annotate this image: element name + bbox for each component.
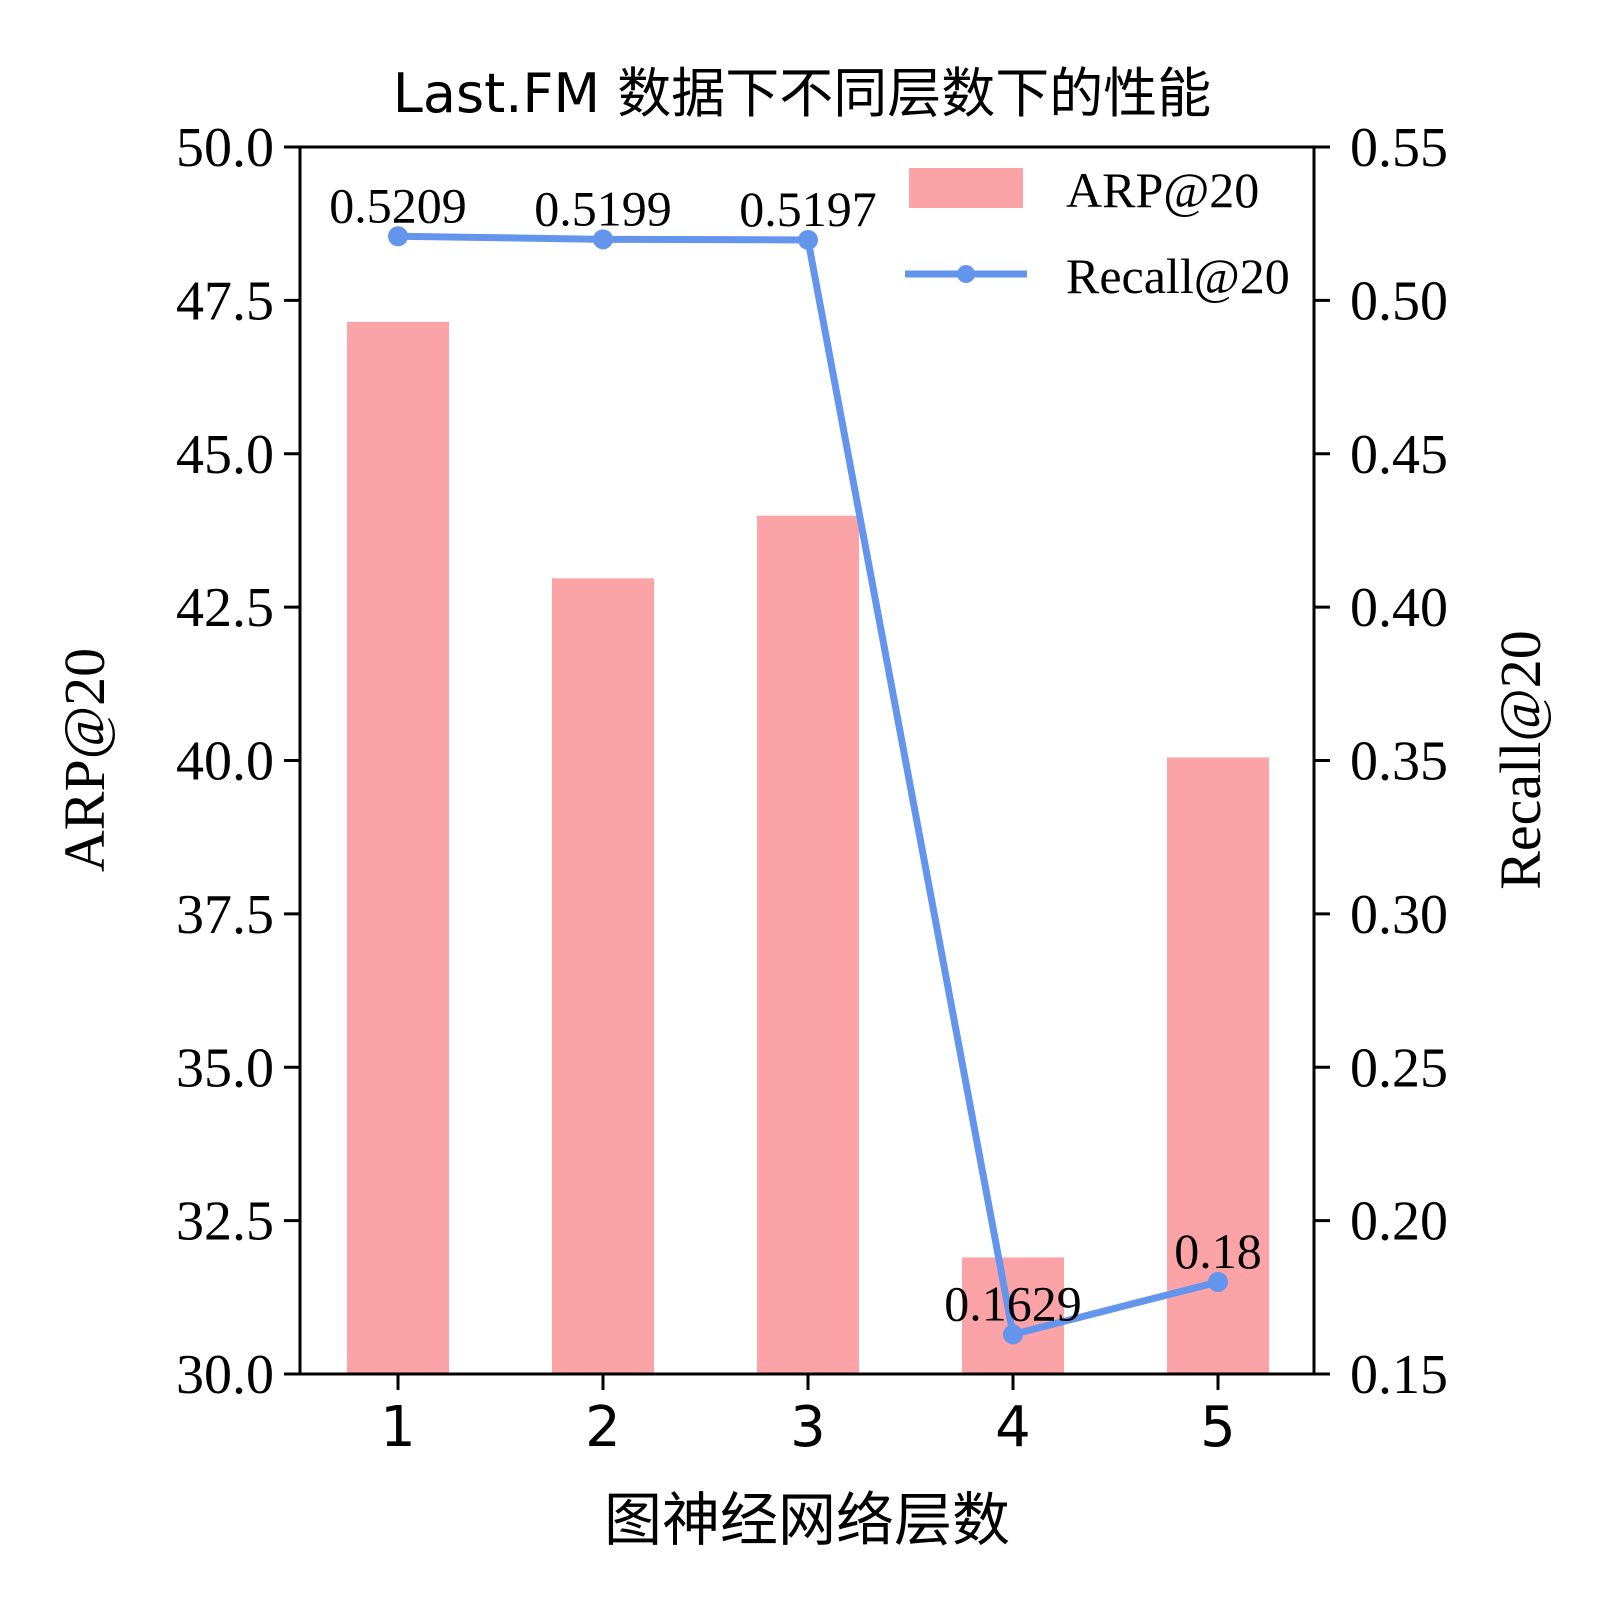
recall-data-label-4: 0.1629 <box>944 1275 1082 1331</box>
left-tick-label: 30.0 <box>176 1344 274 1406</box>
right-tick-label: 0.25 <box>1350 1037 1448 1099</box>
right-tick-label: 0.30 <box>1350 884 1448 946</box>
legend-label-recall: Recall@20 <box>1066 248 1290 304</box>
legend: ARP@20 Recall@20 <box>905 162 1290 304</box>
left-axis-label: ARP@20 <box>52 648 117 872</box>
left-tick-label: 35.0 <box>176 1037 274 1099</box>
left-tick-label: 42.5 <box>176 577 274 639</box>
right-tick-label: 0.55 <box>1350 117 1448 179</box>
x-tick-label: 1 <box>380 1395 416 1460</box>
left-axis: 30.0 32.5 35.0 37.5 40.0 42.5 45.0 47.5 50.0 <box>176 117 300 1406</box>
x-tick-label: 4 <box>995 1395 1031 1460</box>
arp-bar-2 <box>552 578 654 1374</box>
legend-swatch-recall-marker <box>957 265 975 283</box>
arp-bar-3 <box>757 516 859 1374</box>
legend-swatch-arp <box>909 168 1023 208</box>
legend-label-arp: ARP@20 <box>1066 162 1259 218</box>
left-tick-label: 37.5 <box>176 884 274 946</box>
chart-title: Last.FM 数据下不同层数下的性能 <box>393 62 1211 125</box>
right-axis: 0.15 0.20 0.25 0.30 0.35 0.40 0.45 0.50 0.55 <box>1314 117 1448 1406</box>
recall-data-label-1: 0.5209 <box>329 177 467 233</box>
x-axis-label: 图神经网络层数 <box>604 1486 1010 1554</box>
right-tick-label: 0.15 <box>1350 1344 1448 1406</box>
x-tick-label: 2 <box>585 1395 621 1460</box>
right-tick-label: 0.35 <box>1350 731 1448 793</box>
bar-group <box>347 322 1269 1374</box>
left-tick-label: 32.5 <box>176 1191 274 1253</box>
right-axis-label: Recall@20 <box>1488 630 1553 890</box>
left-tick-label: 45.0 <box>176 424 274 486</box>
x-axis: 1 2 3 4 5 <box>380 1374 1236 1460</box>
arp-bar-1 <box>347 322 449 1374</box>
right-tick-label: 0.20 <box>1350 1191 1448 1253</box>
recall-data-label-2: 0.5199 <box>534 180 672 236</box>
left-tick-label: 50.0 <box>176 117 274 179</box>
left-tick-label: 47.5 <box>176 270 274 332</box>
x-tick-label: 5 <box>1200 1395 1236 1460</box>
recall-data-label-3: 0.5197 <box>739 181 877 237</box>
right-tick-label: 0.50 <box>1350 270 1448 332</box>
right-tick-label: 0.45 <box>1350 424 1448 486</box>
x-tick-label: 3 <box>790 1395 826 1460</box>
left-tick-label: 40.0 <box>176 731 274 793</box>
recall-data-label-5: 0.18 <box>1174 1223 1262 1279</box>
right-tick-label: 0.40 <box>1350 577 1448 639</box>
